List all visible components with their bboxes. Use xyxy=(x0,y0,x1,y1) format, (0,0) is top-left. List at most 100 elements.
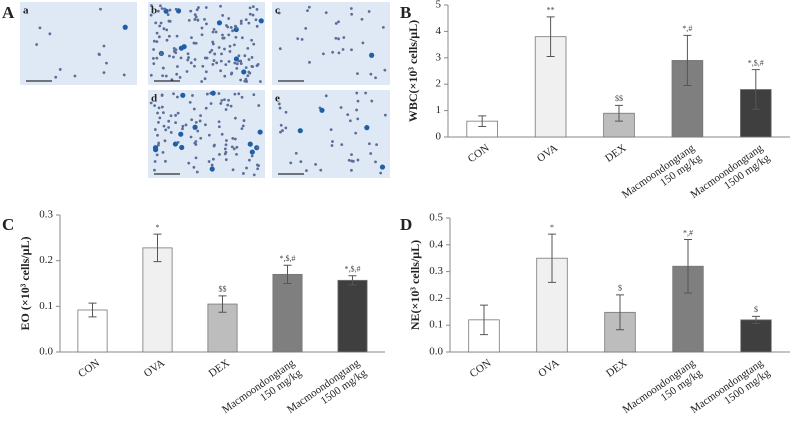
cell xyxy=(242,119,246,122)
cell xyxy=(193,64,196,68)
cell xyxy=(224,143,228,147)
cell xyxy=(233,61,237,65)
cell xyxy=(239,22,243,25)
cell xyxy=(158,116,162,120)
cell xyxy=(219,4,222,8)
y-tick-label: 3 xyxy=(436,51,442,63)
cell xyxy=(152,145,159,151)
cell xyxy=(196,18,200,22)
cell xyxy=(217,120,221,124)
x-tick-label: DEX xyxy=(206,357,231,380)
y-axis-label: EO (×10³ cells/μL) xyxy=(18,237,32,331)
bar xyxy=(534,36,567,138)
cell xyxy=(176,111,180,115)
cell xyxy=(190,36,193,40)
x-tick-label-line: CON xyxy=(467,357,493,380)
cell xyxy=(174,113,177,117)
cell xyxy=(176,140,180,144)
cell xyxy=(233,137,237,141)
bar xyxy=(272,273,303,353)
cell xyxy=(163,139,167,143)
cell xyxy=(247,158,251,162)
cell xyxy=(337,37,340,41)
x-tick-label: Macmoondongtang1500 mg/kg xyxy=(688,141,772,210)
y-tick-label: 0.3 xyxy=(429,265,443,277)
cell xyxy=(178,131,184,137)
cell xyxy=(167,19,171,23)
cell xyxy=(246,46,250,50)
cell xyxy=(254,18,258,22)
cell xyxy=(304,26,308,30)
cell xyxy=(192,165,196,169)
cell xyxy=(193,13,197,17)
cell xyxy=(289,161,293,165)
cell xyxy=(234,35,238,39)
cell xyxy=(160,7,164,10)
cell xyxy=(210,163,214,167)
cell xyxy=(170,78,174,81)
panel-label: A xyxy=(2,3,15,22)
cell xyxy=(239,59,243,63)
micrograph xyxy=(20,2,137,85)
cell xyxy=(207,133,211,137)
cell xyxy=(156,111,159,115)
cell xyxy=(221,14,225,17)
significance-mark: * xyxy=(156,223,160,232)
cell xyxy=(256,62,260,66)
cell xyxy=(213,143,216,147)
cell xyxy=(164,159,167,163)
cell xyxy=(361,41,365,45)
cell xyxy=(204,106,208,110)
cell xyxy=(256,167,260,171)
cell xyxy=(243,79,247,83)
cell xyxy=(367,142,371,146)
cell xyxy=(383,113,387,117)
cell xyxy=(191,94,194,97)
cell xyxy=(162,27,166,31)
cell xyxy=(249,149,255,155)
cell xyxy=(348,119,352,123)
cell xyxy=(184,123,188,127)
cell xyxy=(180,92,186,98)
cell xyxy=(213,52,217,56)
cell xyxy=(342,36,346,39)
cell xyxy=(163,7,167,11)
cell xyxy=(168,54,171,58)
cell xyxy=(257,104,261,107)
cell xyxy=(166,13,170,17)
cell xyxy=(164,74,168,78)
error-bar xyxy=(751,69,760,110)
cell xyxy=(217,125,221,129)
cell xyxy=(153,104,157,108)
cell xyxy=(279,130,282,134)
cell xyxy=(364,125,370,131)
cell xyxy=(224,108,228,111)
cell xyxy=(38,26,42,30)
cell xyxy=(231,137,235,140)
significance-mark: $ xyxy=(618,284,622,293)
cell xyxy=(153,168,156,172)
cell xyxy=(247,21,251,25)
cell xyxy=(235,66,239,70)
cell xyxy=(159,21,163,25)
cell xyxy=(156,9,160,13)
cell xyxy=(252,42,256,46)
x-tick-label-line: DEX xyxy=(603,142,628,165)
cell xyxy=(246,74,250,78)
y-tick-label: 0.2 xyxy=(39,254,53,266)
cell xyxy=(152,62,156,66)
cell xyxy=(175,34,179,38)
cell xyxy=(216,20,223,26)
panel-label: D xyxy=(400,215,412,234)
x-tick-label: CON xyxy=(465,142,491,165)
cell xyxy=(243,54,247,58)
cell xyxy=(160,105,164,109)
cell xyxy=(189,61,193,65)
cell xyxy=(217,46,221,49)
cell xyxy=(233,92,237,96)
cell xyxy=(152,48,155,51)
cell xyxy=(210,90,216,96)
cell xyxy=(239,62,243,65)
cell xyxy=(54,75,58,79)
cell xyxy=(187,161,191,165)
